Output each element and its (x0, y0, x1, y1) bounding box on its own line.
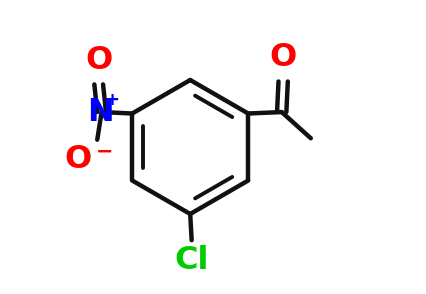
Text: −: − (95, 142, 113, 162)
Text: N: N (86, 96, 113, 128)
Text: O: O (64, 144, 91, 175)
Text: O: O (269, 42, 296, 73)
Text: +: + (104, 91, 118, 109)
Text: O: O (85, 45, 112, 76)
Text: Cl: Cl (174, 245, 208, 275)
